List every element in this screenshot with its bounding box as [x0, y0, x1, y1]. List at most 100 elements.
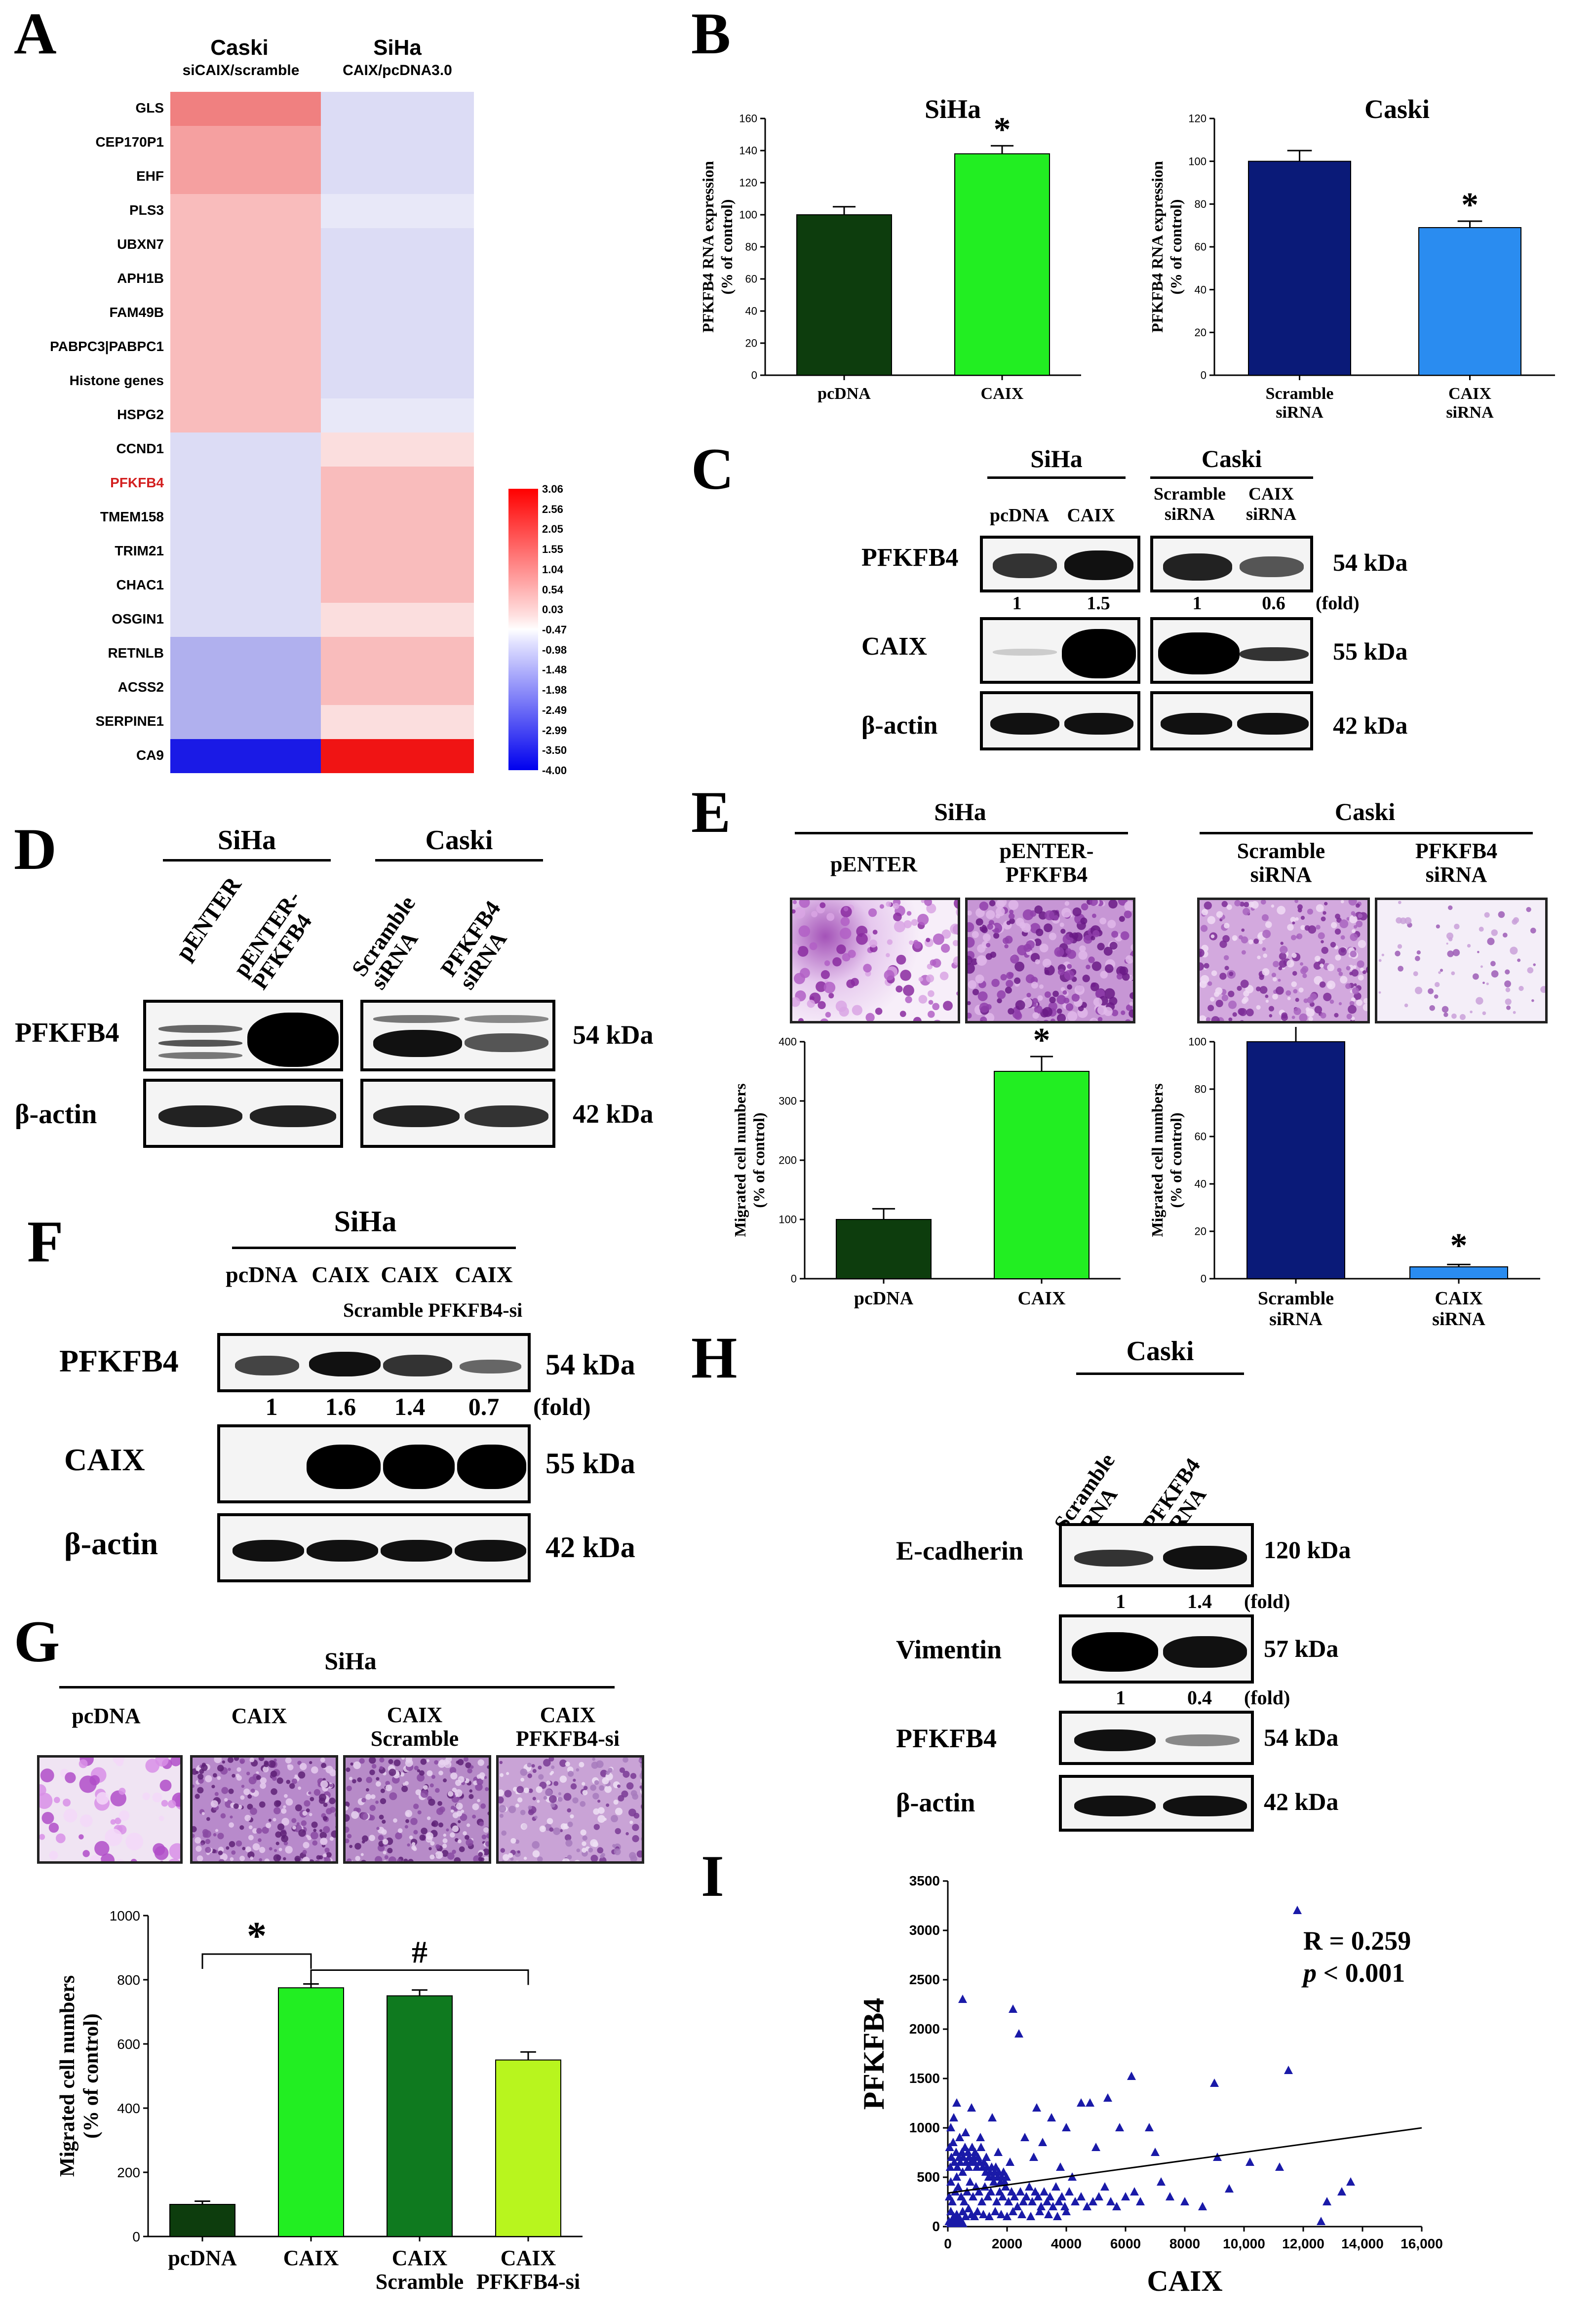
heatmap-cell: [321, 296, 474, 331]
blot-c-group-caski: Caski: [1201, 445, 1262, 472]
cell-speck: [316, 1855, 321, 1860]
scatter-point: [1275, 2162, 1284, 2171]
panel-a-label: A: [14, 0, 57, 66]
cell-speck: [1202, 908, 1208, 916]
cell-speck: [824, 960, 830, 966]
cell-speck: [145, 1759, 160, 1773]
cell-speck: [1358, 940, 1366, 948]
cell-speck: [259, 1801, 266, 1808]
cell-speck: [1526, 907, 1531, 912]
scatter-point: [1284, 2066, 1293, 2074]
cell-speck: [975, 918, 983, 926]
x-tick-label: Scramble: [1258, 1288, 1334, 1309]
cell-speck: [456, 1803, 463, 1810]
cell-speck: [402, 1782, 406, 1786]
heatmap-cell: [170, 671, 321, 706]
cell-speck: [792, 900, 797, 904]
cell-speck: [437, 1801, 442, 1806]
y-tick-label: 400: [117, 2101, 140, 2116]
cell-speck: [1056, 995, 1066, 1005]
cell-speck: [1031, 981, 1038, 989]
y-axis-label-line: PFKFB4 RNA expression: [699, 161, 717, 333]
cell-speck: [285, 1845, 293, 1854]
cell-speck: [346, 1801, 350, 1807]
cell-speck: [989, 900, 996, 906]
cell-speck: [1122, 973, 1130, 981]
scatter-point: [1056, 2162, 1065, 2171]
bar: [1418, 227, 1521, 376]
cell-speck: [977, 944, 986, 953]
cell-speck: [1330, 941, 1336, 948]
cell-speck: [968, 980, 977, 989]
cell-speck: [400, 1772, 405, 1777]
cell-speck: [1067, 984, 1072, 990]
blot-d-size-actin: 42 kDa: [573, 1099, 654, 1129]
cell-speck: [1448, 905, 1453, 910]
cell-speck: [1036, 928, 1044, 937]
cell-speck: [1339, 919, 1349, 929]
blot-h-size-pfkfb4: 54 kDa: [1264, 1724, 1339, 1751]
cell-speck: [508, 1852, 513, 1858]
cell-speck: [1067, 964, 1072, 969]
y-tick-label: 40: [1195, 1178, 1207, 1190]
y-tick-label: 120: [1188, 114, 1207, 125]
cell-speck: [405, 1810, 413, 1817]
bar: [1409, 1266, 1508, 1279]
x-tick-label: 6000: [1110, 2236, 1141, 2251]
cell-speck: [1281, 1012, 1287, 1019]
cell-speck: [499, 1805, 506, 1813]
cell-speck: [256, 1771, 259, 1774]
significance-bracket: [201, 1953, 312, 1969]
cell-speck: [205, 1839, 211, 1844]
cell-speck: [1340, 900, 1344, 903]
cell-speck: [986, 942, 991, 947]
cell-speck: [322, 1778, 326, 1781]
cell-speck: [800, 968, 810, 979]
cell-speck: [1300, 925, 1306, 930]
cell-speck: [1294, 900, 1298, 903]
cell-speck: [515, 1860, 519, 1861]
cell-speck: [284, 1794, 288, 1798]
cell-speck: [1290, 917, 1296, 923]
cell-speck: [320, 1758, 325, 1763]
cell-speck: [329, 1769, 336, 1776]
scatter-point: [991, 2207, 1000, 2215]
cell-speck: [1223, 955, 1229, 961]
scatter-point: [1009, 2004, 1017, 2013]
cell-speck: [256, 1828, 262, 1834]
heatmap-cell: [321, 637, 474, 671]
cell-speck: [160, 1860, 163, 1861]
scatter-point: [950, 2157, 959, 2166]
scatter-point: [1007, 2187, 1016, 2196]
cell-speck: [346, 1826, 350, 1833]
cell-speck: [303, 1842, 310, 1848]
cell-speck: [193, 1784, 195, 1788]
cell-speck: [471, 1862, 474, 1864]
scatter-point: [963, 2187, 972, 2196]
significance-star: *: [247, 1915, 267, 1958]
cell-speck: [1505, 987, 1511, 992]
cell-speck: [94, 1841, 110, 1856]
cell-speck: [1368, 971, 1370, 977]
cell-speck: [228, 1788, 234, 1794]
scatter-point: [1003, 2212, 1012, 2220]
micrograph-g-caix-scramble: [343, 1755, 491, 1864]
cell-speck: [1484, 912, 1490, 918]
cell-speck: [309, 1859, 314, 1861]
y-tick-label: 160: [739, 114, 757, 125]
cell-speck: [1348, 1005, 1357, 1014]
cell-speck: [272, 1818, 276, 1822]
cell-speck: [875, 1008, 883, 1015]
cell-speck: [1025, 974, 1035, 983]
heatmap-color-legend: [508, 489, 538, 770]
scatter-point: [952, 2172, 961, 2181]
cell-speck: [1244, 902, 1249, 907]
cell-speck: [1119, 916, 1125, 922]
cell-speck: [407, 1843, 410, 1847]
cell-speck: [1238, 1008, 1245, 1016]
y-tick-label: 40: [745, 305, 757, 317]
cell-speck: [1451, 1013, 1457, 1019]
blot-f-fold-3: 1.4: [394, 1393, 426, 1420]
cell-speck: [968, 955, 973, 965]
cell-speck: [447, 1791, 454, 1797]
